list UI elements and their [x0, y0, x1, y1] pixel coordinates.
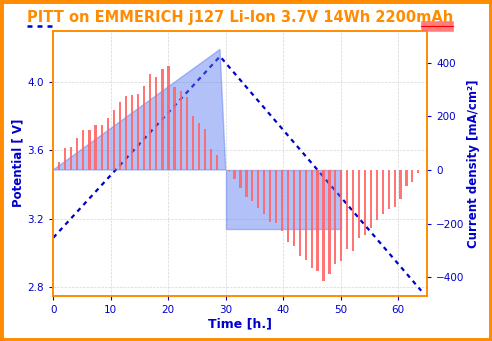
Title: PITT on EMMERICH j127 Li-Ion 3.7V 14Wh 2200mAh: PITT on EMMERICH j127 Li-Ion 3.7V 14Wh 2… — [27, 10, 453, 25]
Bar — [143, 86, 145, 170]
Bar — [263, 170, 265, 214]
Bar — [82, 130, 85, 170]
Bar — [131, 95, 133, 170]
Bar — [382, 170, 384, 214]
Bar — [89, 130, 91, 170]
Bar — [70, 147, 72, 170]
Bar — [76, 138, 78, 170]
Bar — [394, 170, 396, 207]
Bar — [167, 66, 170, 170]
Bar — [352, 170, 354, 251]
Bar — [293, 170, 295, 246]
Bar — [100, 125, 103, 170]
Bar — [161, 69, 163, 170]
Bar — [340, 170, 342, 261]
Bar — [310, 170, 313, 268]
Bar — [316, 170, 319, 271]
Bar — [370, 170, 372, 228]
Bar — [328, 170, 331, 274]
Bar — [149, 74, 152, 170]
Bar — [119, 102, 121, 170]
Bar — [376, 170, 378, 220]
Bar — [107, 118, 109, 170]
Bar — [322, 170, 325, 281]
Bar — [125, 96, 127, 170]
Bar — [64, 148, 66, 170]
Bar — [281, 170, 283, 231]
Bar — [58, 162, 60, 170]
Polygon shape — [226, 170, 341, 229]
Bar — [174, 87, 176, 170]
Y-axis label: Potential [ V]: Potential [ V] — [12, 119, 25, 207]
Bar — [234, 170, 236, 179]
Bar — [227, 170, 230, 171]
Bar — [94, 125, 96, 170]
Bar — [417, 170, 419, 173]
Bar — [411, 170, 413, 182]
Bar — [269, 170, 271, 222]
Bar — [185, 97, 188, 170]
Bar — [113, 110, 115, 170]
Polygon shape — [53, 49, 226, 170]
Bar — [210, 149, 212, 170]
Bar — [299, 170, 301, 256]
Bar — [216, 155, 218, 170]
Bar — [198, 123, 200, 170]
Bar — [180, 91, 182, 170]
Bar — [257, 170, 259, 208]
Bar — [358, 170, 360, 238]
X-axis label: Time [h.]: Time [h.] — [208, 318, 272, 331]
Bar — [405, 170, 407, 186]
Bar — [305, 170, 307, 261]
Bar — [251, 170, 253, 201]
Bar — [275, 170, 277, 223]
Bar — [400, 170, 401, 199]
Bar — [137, 94, 139, 170]
Bar — [204, 129, 206, 170]
Bar — [388, 170, 390, 209]
Bar — [346, 170, 348, 249]
Bar — [192, 116, 194, 170]
Bar — [364, 170, 366, 235]
Bar — [155, 77, 157, 170]
Bar — [240, 170, 242, 188]
Bar — [287, 170, 289, 242]
Bar — [334, 170, 337, 264]
Bar — [246, 170, 247, 197]
Y-axis label: Current density [mA/cm²]: Current density [mA/cm²] — [467, 79, 480, 248]
